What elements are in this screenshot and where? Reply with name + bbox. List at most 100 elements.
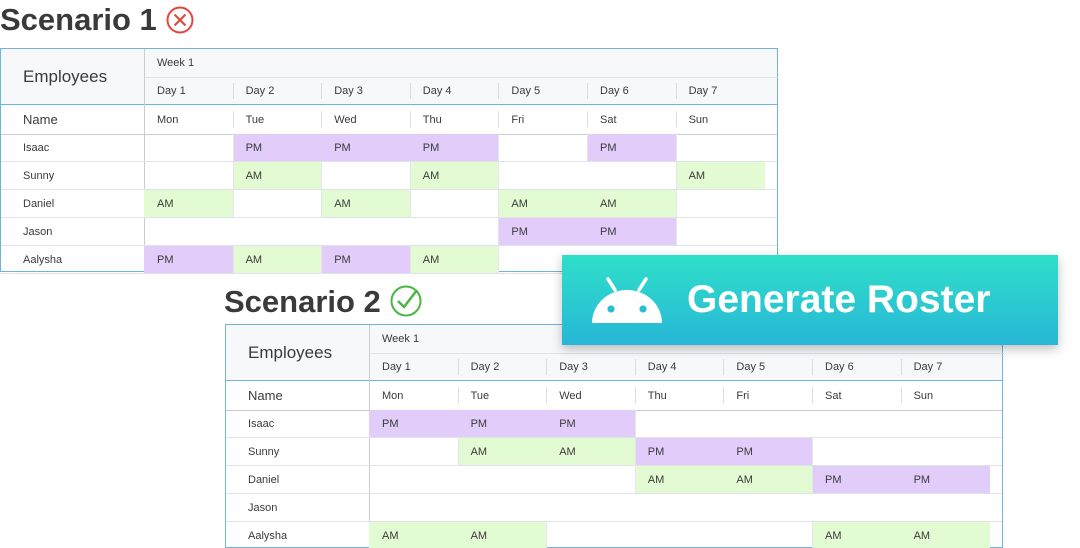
cell-divider	[587, 134, 588, 162]
generate-roster-button[interactable]: Generate Roster	[562, 255, 1058, 345]
shift-cell[interactable]: PM	[723, 438, 813, 465]
weekday-divider	[587, 111, 588, 127]
weekday-header: Mon	[157, 113, 179, 126]
cell-divider	[232, 134, 234, 162]
employees-header: Employees	[23, 67, 108, 86]
cell-divider	[634, 466, 636, 494]
employee-name: Jason	[23, 226, 53, 238]
day-divider	[321, 83, 323, 99]
shift-cell[interactable]: AM	[409, 162, 499, 189]
cell-divider	[498, 218, 500, 246]
shift-cell[interactable]: AM	[587, 190, 677, 217]
employee-name: Sunny	[248, 446, 280, 458]
shift-cell[interactable]: AM	[457, 522, 547, 548]
weekday-divider	[546, 387, 548, 403]
shift-cell[interactable]: PM	[457, 410, 547, 437]
day-header: Day 5	[511, 85, 541, 97]
cell-divider	[498, 190, 500, 218]
weekday-divider	[634, 387, 636, 403]
shift-cell[interactable]: PM	[409, 134, 499, 161]
shift-cell[interactable]: AM	[144, 190, 234, 217]
cell-divider	[498, 246, 500, 274]
cell-divider	[321, 190, 323, 218]
shift-cell[interactable]: PM	[232, 134, 322, 161]
day-header: Day 2	[470, 361, 500, 373]
day-header: Day 4	[422, 85, 452, 97]
weekday-header: Wed	[334, 113, 357, 126]
day-divider	[587, 83, 588, 99]
shift-cell[interactable]: PM	[369, 410, 459, 437]
shift-cell[interactable]: PM	[321, 134, 411, 161]
day-header: Day 6	[600, 85, 629, 97]
row-divider	[226, 465, 1002, 466]
shift-cell[interactable]: AM	[369, 522, 459, 548]
shift-cell[interactable]: AM	[723, 466, 813, 493]
shift-cell[interactable]: AM	[634, 466, 724, 493]
weekday-divider	[498, 111, 500, 127]
day-divider	[546, 359, 548, 375]
cell-divider	[546, 522, 548, 548]
cell-divider	[675, 190, 677, 218]
cell-divider	[321, 162, 323, 190]
week-divider	[369, 353, 1004, 354]
cell-divider	[675, 134, 677, 162]
cell-divider	[812, 522, 813, 548]
scenario-2-title: Scenario 2	[224, 284, 423, 318]
week-label: Week 1	[382, 333, 420, 345]
shift-cell[interactable]: AM	[409, 246, 499, 273]
cell-divider	[232, 190, 234, 218]
day-divider	[900, 359, 902, 375]
shift-cell[interactable]: AM	[498, 190, 588, 217]
check-circle-icon	[390, 285, 422, 317]
shift-cell[interactable]: AM	[675, 162, 765, 189]
shift-cell[interactable]: PM	[498, 218, 588, 245]
shift-cell[interactable]: AM	[232, 162, 322, 189]
day-header: Day 6	[825, 361, 854, 373]
shift-cell[interactable]: PM	[546, 410, 636, 437]
shift-cell[interactable]: AM	[546, 438, 636, 465]
shift-cell[interactable]: AM	[812, 522, 902, 548]
weekday-header: Sat	[600, 113, 617, 126]
android-icon	[592, 277, 662, 323]
employee-name: Daniel	[248, 474, 280, 486]
weekday-header: Sun	[913, 389, 934, 402]
shift-cell[interactable]: AM	[232, 246, 322, 273]
weekday-header: Tue	[245, 113, 265, 126]
shift-cell[interactable]: PM	[634, 438, 724, 465]
weekday-header: Tue	[470, 389, 490, 402]
shift-cell[interactable]: PM	[900, 466, 990, 493]
cell-divider	[498, 162, 500, 190]
weekday-header: Wed	[559, 389, 582, 402]
shift-cell[interactable]: AM	[457, 438, 547, 465]
week-divider	[144, 77, 779, 78]
cell-divider	[409, 246, 411, 274]
weekday-header: Mon	[382, 389, 404, 402]
name-header: Name	[248, 388, 283, 403]
shift-cell[interactable]: PM	[587, 218, 677, 245]
day-header: Day 1	[157, 85, 186, 97]
shift-cell[interactable]: AM	[900, 522, 990, 548]
shift-cell[interactable]: PM	[587, 134, 677, 161]
weekday-divider	[812, 387, 813, 403]
day-divider	[457, 359, 459, 375]
week-label: Week 1	[157, 57, 195, 69]
employee-name: Isaac	[23, 142, 50, 154]
cell-divider	[409, 190, 411, 218]
row-divider	[1, 245, 777, 246]
cell-divider	[409, 162, 411, 190]
weekday-header: Sat	[825, 389, 842, 402]
day-header: Day 1	[382, 361, 411, 373]
shift-cell[interactable]: PM	[321, 246, 411, 273]
shift-cell[interactable]: PM	[812, 466, 902, 493]
cell-divider	[675, 218, 677, 246]
day-header: Day 5	[736, 361, 766, 373]
cell-divider	[634, 410, 636, 438]
shift-cell[interactable]: AM	[321, 190, 411, 217]
shift-cell[interactable]: PM	[144, 246, 234, 273]
cell-divider	[457, 438, 459, 466]
employee-name: Aalysha	[23, 254, 63, 266]
cell-divider	[321, 246, 323, 274]
employee-name: Aalysha	[248, 530, 288, 542]
day-divider	[634, 359, 636, 375]
weekday-divider	[409, 111, 411, 127]
